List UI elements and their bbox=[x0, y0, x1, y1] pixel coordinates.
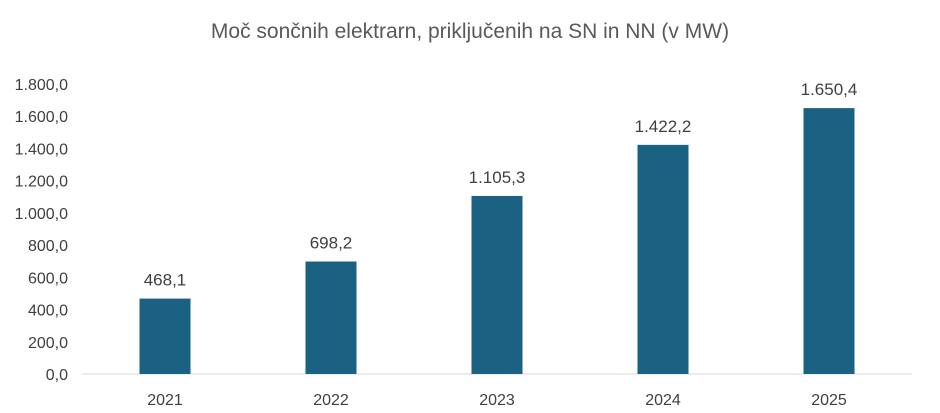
data-label-2022: 698,2 bbox=[310, 234, 353, 253]
y-tick-label: 200,0 bbox=[28, 335, 68, 352]
bar-2024 bbox=[637, 144, 689, 374]
x-tick-label: 2022 bbox=[313, 392, 349, 409]
y-tick-label: 1.600,0 bbox=[15, 109, 68, 126]
data-labels-group: 468,1 698,2 1.105,3 1.422,2 1.650,4 bbox=[144, 80, 858, 289]
y-tick-label: 1.800,0 bbox=[15, 77, 68, 94]
y-tick-label: 1.000,0 bbox=[15, 206, 68, 223]
bars-group bbox=[139, 108, 855, 374]
bar-2021 bbox=[139, 298, 191, 374]
y-tick-label: 0,0 bbox=[46, 367, 68, 384]
bar-2023 bbox=[471, 195, 523, 374]
data-label-2021: 468,1 bbox=[144, 271, 187, 290]
data-label-2025: 1.650,4 bbox=[801, 80, 858, 99]
data-label-2023: 1.105,3 bbox=[469, 168, 526, 187]
chart-title: Moč sončnih elektrarn, priključenih na S… bbox=[211, 20, 729, 43]
y-tick-label: 1.200,0 bbox=[15, 174, 68, 191]
x-tick-label: 2023 bbox=[479, 392, 515, 409]
x-axis-ticks: 2021 2022 2023 2024 2025 bbox=[147, 392, 847, 409]
bar-2025 bbox=[803, 108, 855, 374]
y-tick-label: 800,0 bbox=[28, 238, 68, 255]
data-label-2024: 1.422,2 bbox=[635, 117, 692, 136]
y-tick-label: 400,0 bbox=[28, 303, 68, 320]
y-axis-ticks: 0,0 200,0 400,0 600,0 800,0 1.000,0 1.200,0 1.4… bbox=[15, 77, 68, 384]
bar-2022 bbox=[305, 261, 357, 374]
x-tick-label: 2024 bbox=[645, 392, 681, 409]
x-tick-label: 2025 bbox=[811, 392, 847, 409]
y-tick-label: 600,0 bbox=[28, 270, 68, 287]
x-tick-label: 2021 bbox=[147, 392, 183, 409]
y-tick-label: 1.400,0 bbox=[15, 141, 68, 158]
